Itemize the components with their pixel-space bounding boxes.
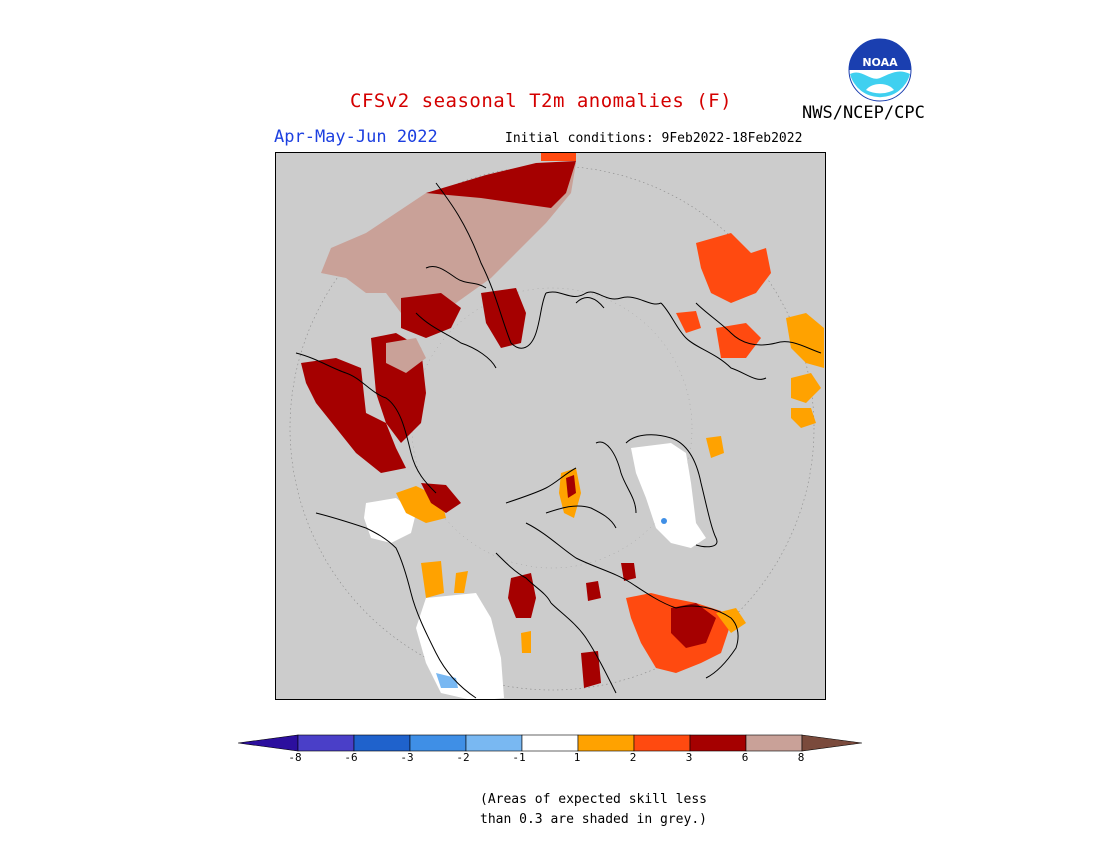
noaa-logo: NOAA — [848, 38, 912, 102]
legend-tick: -8 — [288, 751, 302, 764]
legend-swatch — [409, 734, 467, 752]
legend-tick: 8 — [797, 751, 805, 764]
legend-tick: 1 — [573, 751, 581, 764]
legend-swatch — [689, 734, 747, 752]
skill-note-line: than 0.3 are shaded in grey.) — [480, 812, 707, 827]
map-title: CFSv2 seasonal T2m anomalies (F) — [350, 90, 733, 112]
legend-tick: -3 — [400, 751, 414, 764]
initial-conditions: Initial conditions: 9Feb2022-18Feb2022 — [505, 131, 803, 146]
coastlines — [295, 182, 822, 699]
legend-swatch — [521, 734, 579, 752]
anomaly-region-greenland — [559, 443, 706, 548]
legend-tick: -1 — [512, 751, 526, 764]
legend-swatch — [577, 734, 635, 752]
agency-label: NWS/NCEP/CPC — [802, 103, 925, 123]
legend-tick: -6 — [344, 751, 358, 764]
legend-swatch — [633, 734, 691, 752]
anomaly-region-siberia — [301, 153, 576, 473]
svg-text:NOAA: NOAA — [862, 56, 898, 69]
legend-swatch — [353, 734, 411, 752]
skill-note: (Areas of expected skill less than 0.3 a… — [480, 790, 707, 830]
legend-tick: 6 — [741, 751, 749, 764]
anomaly-region-canada — [581, 563, 746, 688]
legend-tick: 2 — [629, 751, 637, 764]
forecast-period: Apr-May-Jun 2022 — [274, 127, 438, 147]
anomaly-region-alaska — [364, 483, 536, 699]
legend-swatch — [465, 734, 523, 752]
polar-map — [275, 152, 826, 700]
color-legend — [237, 733, 863, 753]
anomaly-region-europe — [676, 233, 824, 458]
legend-tick: 3 — [685, 751, 693, 764]
legend-arrow-low — [237, 734, 299, 752]
legend-swatch — [745, 734, 803, 752]
legend-arrow-high — [801, 734, 863, 752]
skill-note-line: (Areas of expected skill less — [480, 792, 707, 807]
legend-tick: -2 — [456, 751, 470, 764]
latitude-circle-inner — [411, 287, 693, 569]
legend-swatch — [297, 734, 355, 752]
